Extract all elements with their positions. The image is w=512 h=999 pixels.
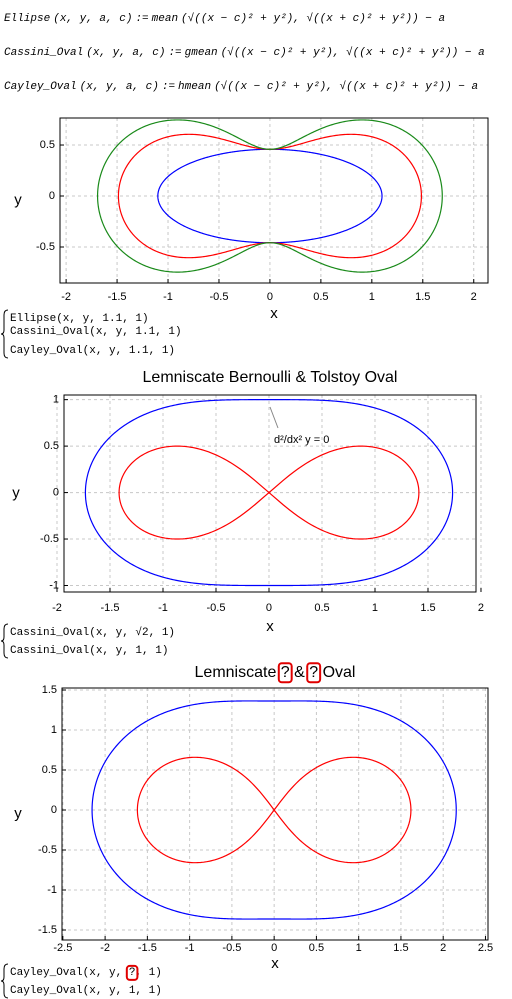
highlight-box (125, 964, 139, 981)
curve (118, 445, 420, 540)
definition-name: Ellipse (4, 13, 50, 25)
definition-params: (x, y, a, c) (86, 47, 165, 59)
x-axis-label: x (270, 305, 278, 322)
y-tick-label: -1.5 (38, 924, 57, 936)
plot-frame (63, 394, 477, 593)
y-tick-label: -1 (47, 884, 57, 896)
x-tick-label: -1.5 (108, 291, 127, 303)
x-tick-label: -2 (100, 942, 110, 954)
x-tick-label: -0.5 (207, 602, 226, 614)
x-axis-label: x (266, 618, 274, 635)
definition-op: gmean (185, 47, 218, 59)
x-tick-label: 0 (271, 942, 277, 954)
y-tick-label: 0 (49, 190, 55, 202)
definition: Ellipse (x, y, a, c):= mean (√((x − c)² + y… (4, 12, 445, 25)
curve (84, 399, 454, 587)
y-axis-label: y (14, 191, 22, 208)
x-tick-label: 0 (266, 602, 272, 614)
x-tick-label: 2 (471, 291, 477, 303)
definition-params: (x, y, a, c) (80, 81, 159, 93)
x-tick-label: 1 (372, 602, 378, 614)
definition-args: (√((x − c)² + y²), √((x + c)² + y²)) − a (221, 46, 485, 59)
definition: Cayley_Oval (x, y, a, c):= hmean (√((x − c)… (4, 80, 478, 93)
y-tick-label: -0.5 (36, 241, 55, 253)
y-tick-label: 0 (53, 486, 59, 498)
plot-frame (61, 687, 489, 941)
y-tick-label: 0.5 (42, 764, 57, 776)
x-tick-label: 1 (369, 291, 375, 303)
x-tick-label: 0 (267, 291, 273, 303)
definition-assign: := (162, 81, 175, 93)
curve-label: Cayley_Oval(x, y, ?, 1) (10, 967, 162, 979)
x-tick-label: 1.5 (415, 291, 430, 303)
curve (136, 756, 412, 864)
x-tick-label: 2.5 (478, 942, 493, 954)
curve (91, 700, 457, 920)
plot-frame (59, 117, 489, 284)
highlight-box (306, 662, 322, 684)
annotation-leader (269, 406, 279, 429)
x-tick-label: -2.5 (53, 942, 72, 954)
x-tick-label: 1 (356, 942, 362, 954)
y-tick-label: 0.5 (44, 440, 59, 452)
curve-label: Cassini_Oval(x, y, 1, 1) (10, 645, 168, 657)
y-tick-label: 1 (51, 724, 57, 736)
chart-title: Lemniscate Bernoulli & Tolstoy Oval (143, 369, 398, 386)
curve-label: Ellipse(x, y, 1.1, 1) (10, 313, 149, 325)
y-tick-label: -0.5 (40, 533, 59, 545)
definition-assign: := (135, 13, 148, 25)
definition: Cassini_Oval (x, y, a, c):= gmean (√((x − c… (4, 46, 485, 59)
x-axis-label: x (271, 955, 279, 972)
x-tick-label: -1 (163, 291, 173, 303)
curve (157, 148, 383, 244)
annotation: d²/dx² y = 0 (274, 434, 329, 446)
curve-label: Cayley_Oval(x, y, 1.1, 1) (10, 345, 175, 357)
x-tick-label: -1 (158, 602, 168, 614)
y-tick-label: -0.5 (38, 844, 57, 856)
y-tick-label: 0.5 (40, 139, 55, 151)
definition-name: Cayley_Oval (4, 81, 77, 93)
definition-args: (√((x − c)² + y²), √((x + c)² + y²)) − a (214, 80, 478, 93)
curve (117, 133, 423, 259)
y-tick-label: -1 (49, 579, 59, 591)
curve-label: Cayley_Oval(x, y, 1, 1) (10, 985, 162, 997)
x-tick-label: 1.5 (393, 942, 408, 954)
x-tick-label: -1.5 (101, 602, 120, 614)
y-tick-label: 1 (53, 394, 59, 406)
x-tick-label: -1.5 (138, 942, 157, 954)
brace (0, 623, 9, 659)
y-tick-label: 1.5 (42, 684, 57, 696)
x-tick-label: -2 (52, 602, 62, 614)
definition-args: (√((x − c)² + y²), √((x + c)² + y²)) − a (181, 12, 445, 25)
brace (0, 963, 9, 999)
x-tick-label: -1 (185, 942, 195, 954)
x-tick-label: -2 (61, 291, 71, 303)
x-tick-label: 0.5 (314, 602, 329, 614)
definition-params: (x, y, a, c) (53, 13, 132, 25)
x-tick-label: 1.5 (420, 602, 435, 614)
y-axis-label: y (12, 484, 20, 501)
curve-label: Cassini_Oval(x, y, √2, 1) (10, 626, 175, 639)
curve-label: Cassini_Oval(x, y, 1.1, 1) (10, 326, 182, 338)
x-tick-label: 2 (440, 942, 446, 954)
brace (0, 309, 9, 359)
definition-name: Cassini_Oval (4, 47, 83, 59)
definition-assign: := (168, 47, 181, 59)
x-tick-label: 0.5 (309, 942, 324, 954)
chart-title: Lemniscate ? & ? Oval (195, 664, 356, 681)
x-tick-label: -0.5 (209, 291, 228, 303)
x-tick-label: -0.5 (222, 942, 241, 954)
y-tick-label: 0 (51, 804, 57, 816)
definition-op: mean (152, 13, 178, 25)
highlight-box (277, 662, 293, 684)
definition-op: hmean (178, 81, 211, 93)
x-tick-label: 2 (478, 602, 484, 614)
curve (96, 119, 443, 273)
y-axis-label: y (14, 805, 22, 822)
x-tick-label: 0.5 (313, 291, 328, 303)
